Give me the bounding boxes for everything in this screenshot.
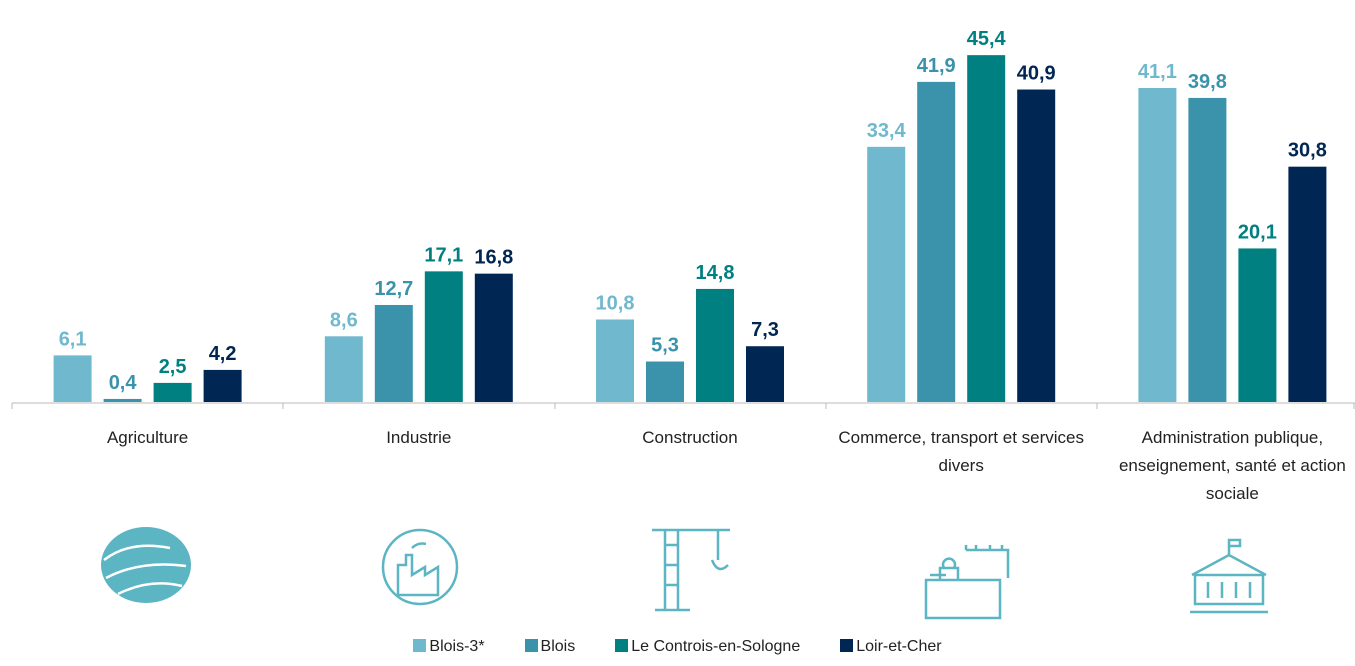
bar — [917, 81, 956, 402]
bar — [203, 369, 242, 402]
data-label: 4,2 — [209, 343, 237, 365]
bar — [53, 355, 92, 402]
bar — [424, 271, 463, 402]
x-tick-label: Administration publique, enseignement, s… — [1118, 428, 1346, 503]
bar — [374, 304, 413, 402]
data-label: 5,3 — [651, 335, 679, 357]
data-label: 16,8 — [474, 247, 513, 269]
x-tick-label: Agriculture — [106, 428, 189, 447]
data-label: 17,1 — [424, 244, 463, 266]
icon-commerce — [924, 545, 1010, 620]
bar — [1238, 248, 1277, 402]
bar — [474, 273, 513, 402]
bar — [967, 55, 1006, 402]
data-label: 33,4 — [867, 120, 907, 142]
bar — [1288, 166, 1327, 402]
legend-item: Le Controis-en-Sologne — [615, 638, 800, 656]
bar — [746, 346, 784, 402]
x-tick-label: Construction — [642, 428, 738, 447]
data-label: 6,1 — [59, 328, 87, 350]
legend-swatch — [615, 639, 629, 652]
legend-label: Loir-et-Cher — [856, 638, 942, 655]
legend-item: Blois — [524, 638, 576, 656]
bar — [867, 146, 906, 402]
data-label: 40,9 — [1017, 63, 1056, 85]
legend-swatch — [524, 639, 538, 652]
data-label: 41,1 — [1138, 61, 1177, 83]
bar — [596, 319, 634, 402]
data-label: 14,8 — [696, 262, 735, 284]
axis-ticks — [11, 403, 1355, 409]
data-label: 10,8 — [596, 292, 635, 314]
data-label: 0,4 — [109, 372, 138, 394]
bar — [646, 361, 684, 402]
bar — [324, 336, 363, 402]
legend-swatch — [840, 639, 854, 652]
data-label: 8,6 — [330, 309, 358, 331]
legend-label: Blois-3* — [429, 638, 485, 655]
icon-industrie — [381, 528, 459, 606]
data-label: 41,9 — [917, 55, 956, 77]
x-tick-label: Commerce, transport et services divers — [838, 428, 1084, 475]
legend-swatch — [413, 639, 427, 652]
bar — [1188, 97, 1227, 402]
legend-item: Blois-3* — [413, 638, 485, 656]
legend-label: Blois — [540, 638, 576, 655]
bar — [696, 288, 734, 402]
data-label: 30,8 — [1288, 140, 1327, 162]
bar — [1017, 89, 1056, 403]
data-label: 2,5 — [159, 356, 187, 378]
bar — [153, 382, 192, 402]
icon-construction — [652, 528, 730, 612]
data-label: 20,1 — [1238, 221, 1277, 243]
x-tick-label: Industrie — [386, 428, 452, 447]
legend-label: Le Controis-en-Sologne — [631, 638, 801, 655]
bar — [1138, 87, 1177, 402]
data-label: 7,3 — [751, 319, 779, 341]
data-label: 45,4 — [967, 28, 1007, 50]
legend-item: Loir-et-Cher — [840, 638, 942, 656]
icon-administration — [1190, 538, 1268, 614]
data-label: 12,7 — [374, 278, 413, 300]
data-label: 39,8 — [1188, 71, 1227, 93]
legend: Blois-3* Blois Le Controis-en-Sologne Loir-… — [0, 638, 1355, 656]
bar — [103, 398, 142, 402]
icon-agriculture — [101, 527, 191, 603]
